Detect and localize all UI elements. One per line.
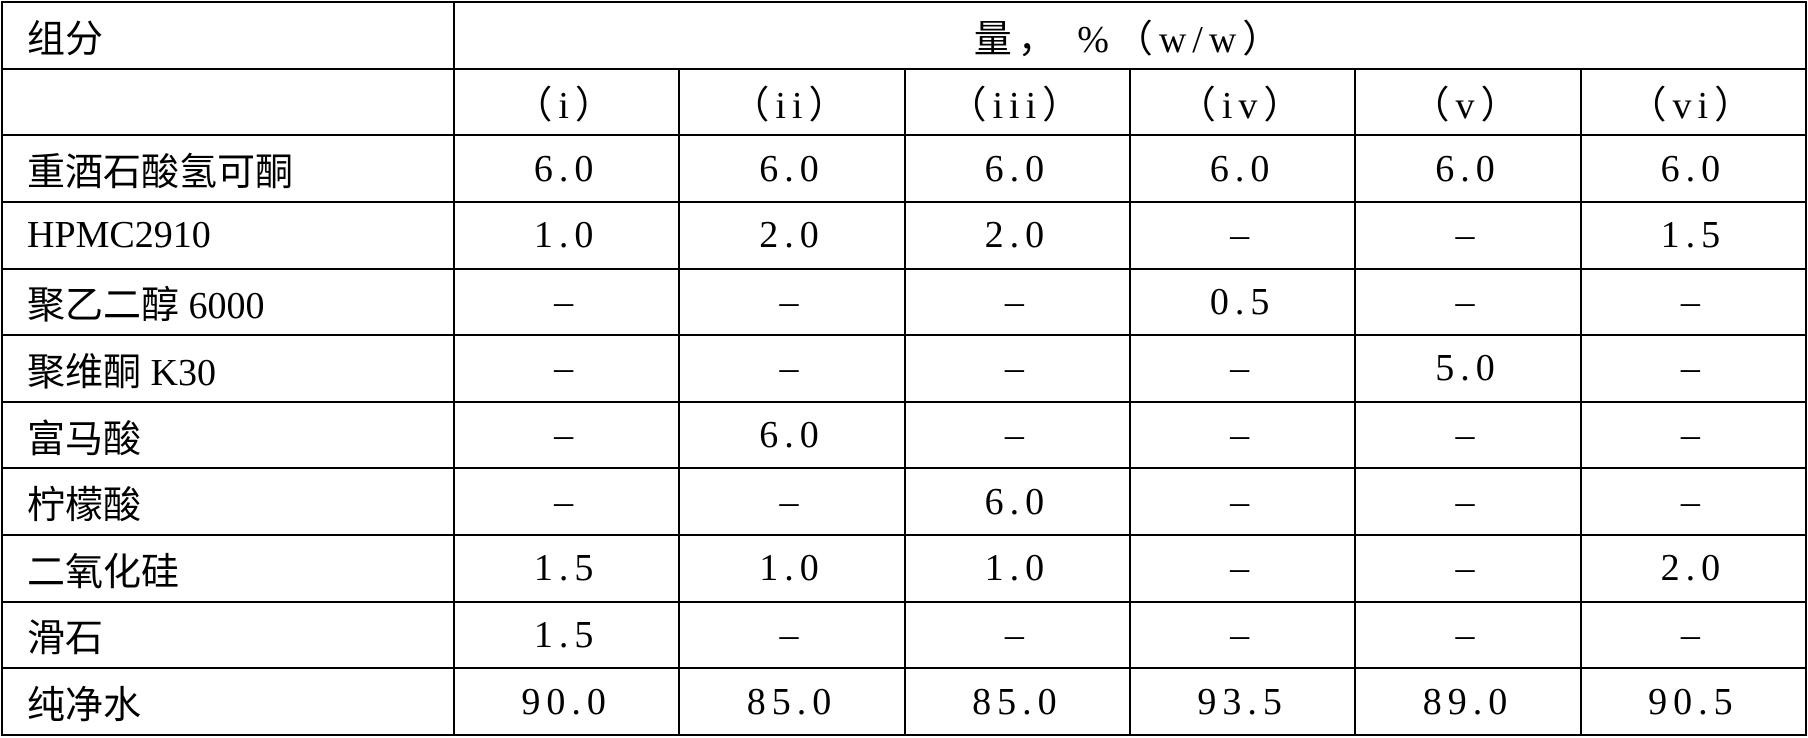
column-label: （ii）: [679, 69, 904, 136]
component-name: HPMC2910: [2, 202, 454, 269]
column-label: （vi）: [1581, 69, 1806, 136]
table-body: 组分量， %（w/w）（i）（ii）（iii）（iv）（v）（vi）重酒石酸氢可…: [2, 2, 1806, 735]
amount-cell: –: [905, 402, 1130, 469]
amount-cell: –: [454, 402, 679, 469]
component-name: 二氧化硅: [2, 535, 454, 602]
component-name: 富马酸: [2, 402, 454, 469]
amount-cell: –: [1355, 202, 1580, 269]
amount-cell: 90.0: [454, 668, 679, 735]
amount-cell: –: [1355, 535, 1580, 602]
amount-cell: –: [1130, 202, 1355, 269]
column-label: （iii）: [905, 69, 1130, 136]
amount-cell: –: [1581, 269, 1806, 336]
amount-cell: 6.0: [454, 135, 679, 202]
table-row: 纯净水90.085.085.093.589.090.5: [2, 668, 1806, 735]
amount-cell: –: [1355, 269, 1580, 336]
table-row: （i）（ii）（iii）（iv）（v）（vi）: [2, 69, 1806, 136]
table-row: 滑石1.5–––––: [2, 602, 1806, 669]
amount-cell: –: [1581, 402, 1806, 469]
table-row: 二氧化硅1.51.01.0––2.0: [2, 535, 1806, 602]
amount-cell: –: [1130, 468, 1355, 535]
component-name: 柠檬酸: [2, 468, 454, 535]
amount-cell: 1.0: [905, 535, 1130, 602]
amount-cell: –: [1355, 602, 1580, 669]
amount-cell: –: [1355, 468, 1580, 535]
amount-cell: 85.0: [679, 668, 904, 735]
amount-cell: –: [454, 269, 679, 336]
amount-cell: –: [1581, 335, 1806, 402]
table-row: 聚乙二醇 6000–––0.5––: [2, 269, 1806, 336]
amount-cell: –: [1355, 402, 1580, 469]
amount-cell: 5.0: [1355, 335, 1580, 402]
amount-cell: –: [679, 335, 904, 402]
amount-cell: –: [905, 335, 1130, 402]
amount-cell: –: [905, 602, 1130, 669]
amount-cell: 89.0: [1355, 668, 1580, 735]
amount-cell: –: [679, 468, 904, 535]
amount-cell: –: [905, 269, 1130, 336]
table-row: 聚维酮 K30––––5.0–: [2, 335, 1806, 402]
amount-cell: 6.0: [905, 135, 1130, 202]
amount-cell: 6.0: [679, 402, 904, 469]
amount-cell: –: [1130, 402, 1355, 469]
composition-table: 组分量， %（w/w）（i）（ii）（iii）（iv）（v）（vi）重酒石酸氢可…: [1, 1, 1807, 736]
amount-cell: –: [1130, 535, 1355, 602]
amount-cell: 1.0: [679, 535, 904, 602]
amount-cell: 1.5: [454, 602, 679, 669]
empty-cell: [2, 69, 454, 136]
amount-cell: 0.5: [1130, 269, 1355, 336]
amount-cell: 2.0: [679, 202, 904, 269]
amount-cell: 6.0: [905, 468, 1130, 535]
column-label: （iv）: [1130, 69, 1355, 136]
amount-cell: –: [454, 468, 679, 535]
component-name: 滑石: [2, 602, 454, 669]
amount-cell: 1.5: [1581, 202, 1806, 269]
page: {"table": { "header": ["组分", "量， %（w/w）"…: [0, 1, 1808, 738]
table-row: HPMC29101.02.02.0––1.5: [2, 202, 1806, 269]
header-cell: 组分: [2, 2, 454, 69]
component-name: 聚乙二醇 6000: [2, 269, 454, 336]
component-name: 聚维酮 K30: [2, 335, 454, 402]
column-label: （v）: [1355, 69, 1580, 136]
amount-cell: –: [1130, 335, 1355, 402]
table-row: 重酒石酸氢可酮6.06.06.06.06.06.0: [2, 135, 1806, 202]
amount-cell: 6.0: [1355, 135, 1580, 202]
amount-cell: –: [679, 602, 904, 669]
header-cell: 量， %（w/w）: [454, 2, 1806, 69]
amount-cell: –: [1130, 602, 1355, 669]
amount-cell: –: [1581, 602, 1806, 669]
table-row: 柠檬酸––6.0–––: [2, 468, 1806, 535]
amount-cell: –: [454, 335, 679, 402]
amount-cell: 2.0: [1581, 535, 1806, 602]
amount-cell: 6.0: [1130, 135, 1355, 202]
amount-cell: –: [1581, 468, 1806, 535]
amount-cell: 85.0: [905, 668, 1130, 735]
table-row: 组分量， %（w/w）: [2, 2, 1806, 69]
amount-cell: 90.5: [1581, 668, 1806, 735]
amount-cell: 6.0: [1581, 135, 1806, 202]
amount-cell: 1.0: [454, 202, 679, 269]
amount-cell: 93.5: [1130, 668, 1355, 735]
column-label: （i）: [454, 69, 679, 136]
amount-cell: 6.0: [679, 135, 904, 202]
amount-cell: 2.0: [905, 202, 1130, 269]
component-name: 重酒石酸氢可酮: [2, 135, 454, 202]
table-row: 富马酸–6.0––––: [2, 402, 1806, 469]
component-name: 纯净水: [2, 668, 454, 735]
amount-cell: –: [679, 269, 904, 336]
amount-cell: 1.5: [454, 535, 679, 602]
